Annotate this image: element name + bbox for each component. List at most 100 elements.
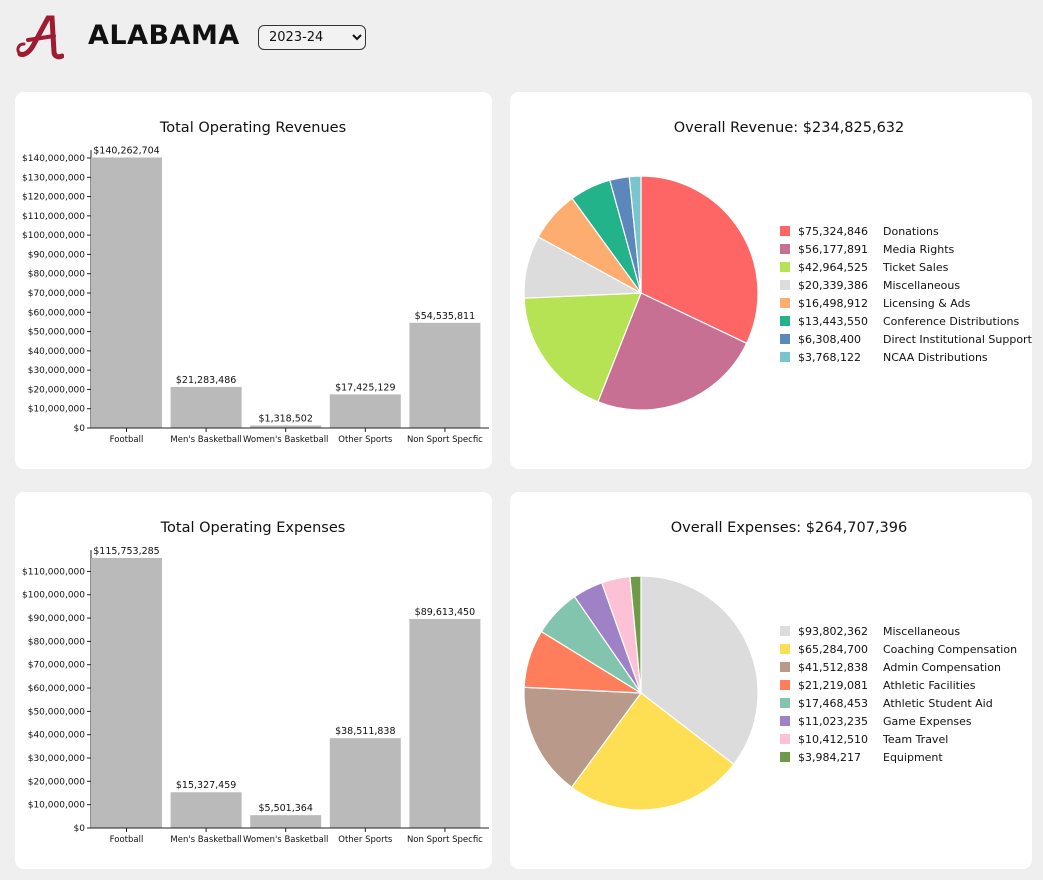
pie-slice xyxy=(629,575,642,694)
bar xyxy=(409,322,481,428)
legend-label: Conference Distributions xyxy=(883,315,1020,328)
bar xyxy=(170,792,242,828)
legend-label: Donations xyxy=(883,225,939,238)
y-tick-label: $110,000,000 xyxy=(22,567,85,577)
script-a-logo-icon xyxy=(16,15,64,60)
y-tick-label: $30,000,000 xyxy=(28,366,86,376)
school-name: ALABAMA xyxy=(88,20,240,51)
legend-label: Coaching Compensation xyxy=(883,643,1017,656)
y-tick-label: $30,000,000 xyxy=(28,754,86,764)
y-tick-label: $70,000,000 xyxy=(28,661,86,671)
y-tick-label: $80,000,000 xyxy=(28,637,86,647)
legend-value: $20,339,386 xyxy=(798,279,868,292)
bar-value-label: $15,327,459 xyxy=(176,780,236,791)
y-tick-label: $90,000,000 xyxy=(28,250,86,260)
bar-value-label: $54,535,811 xyxy=(415,311,475,322)
legend-swatch xyxy=(780,334,790,344)
x-category-label: Men's Basketball xyxy=(170,835,241,845)
legend-swatch xyxy=(780,626,790,636)
y-tick-label: $60,000,000 xyxy=(28,684,86,694)
revenue-pie-card: Overall Revenue: $234,825,632 $75,324,846… xyxy=(510,92,1032,469)
legend-label: NCAA Distributions xyxy=(883,351,988,364)
y-tick-label: $10,000,000 xyxy=(28,405,86,415)
y-tick-label: $90,000,000 xyxy=(28,614,86,624)
legend-value: $3,768,122 xyxy=(798,351,861,364)
legend-value: $17,468,453 xyxy=(798,697,868,710)
bar-value-label: $1,318,502 xyxy=(258,413,312,424)
legend-swatch xyxy=(780,644,790,654)
bar-value-label: $17,425,129 xyxy=(335,382,395,393)
y-tick-label: $0 xyxy=(74,424,86,434)
y-tick-label: $50,000,000 xyxy=(28,328,86,338)
legend-swatch xyxy=(780,244,790,254)
legend-label: Licensing & Ads xyxy=(883,297,971,310)
legend-value: $65,284,700 xyxy=(798,643,868,656)
legend-swatch xyxy=(780,734,790,744)
y-tick-label: $100,000,000 xyxy=(22,591,85,601)
legend-value: $93,802,362 xyxy=(798,625,868,638)
legend-swatch xyxy=(780,316,790,326)
legend-swatch xyxy=(780,752,790,762)
x-category-label: Women's Basketball xyxy=(243,435,328,445)
chart-title: Total Operating Revenues xyxy=(159,120,346,136)
x-category-label: Non Sport Specfic xyxy=(407,435,483,445)
y-tick-label: $40,000,000 xyxy=(28,347,86,357)
y-tick-label: $100,000,000 xyxy=(22,231,85,241)
legend-label: Miscellaneous xyxy=(883,625,960,638)
x-category-label: Football xyxy=(110,435,144,445)
legend-label: Miscellaneous xyxy=(883,279,960,292)
expense-pie-card: Overall Expenses: $264,707,396 $93,802,36… xyxy=(510,492,1032,869)
bar-value-label: $140,262,704 xyxy=(93,145,159,156)
legend-swatch xyxy=(780,280,790,290)
season-select[interactable]: 2023-24 xyxy=(258,25,366,50)
x-category-label: Other Sports xyxy=(338,835,393,845)
pie-slice xyxy=(523,292,642,403)
legend-value: $21,219,081 xyxy=(798,679,868,692)
y-tick-label: $40,000,000 xyxy=(28,731,86,741)
legend-value: $56,177,891 xyxy=(798,243,868,256)
y-tick-label: $10,000,000 xyxy=(28,801,86,811)
chart-title: Total Operating Expenses xyxy=(160,520,346,536)
y-tick-label: $50,000,000 xyxy=(28,707,86,717)
legend-value: $10,412,510 xyxy=(798,733,868,746)
chart-title: Overall Expenses: $264,707,396 xyxy=(671,520,907,536)
bar-value-label: $115,753,285 xyxy=(93,546,159,557)
pie-slice xyxy=(570,692,735,811)
y-tick-label: $120,000,000 xyxy=(22,193,85,203)
legend-swatch xyxy=(780,662,790,672)
bar xyxy=(409,618,481,828)
y-tick-label: $20,000,000 xyxy=(28,777,86,787)
chart-title: Overall Revenue: $234,825,632 xyxy=(674,120,905,136)
legend-label: Media Rights xyxy=(883,243,955,256)
legend-label: Ticket Sales xyxy=(882,261,949,274)
expense-bar-chart: Total Operating Expenses $0 $10,000,000 $20… xyxy=(22,520,489,845)
legend-value: $11,023,235 xyxy=(798,715,868,728)
bar-value-label: $21,283,486 xyxy=(176,375,236,386)
y-tick-label: $80,000,000 xyxy=(28,270,86,280)
legend-swatch xyxy=(780,716,790,726)
legend-label: Admin Compensation xyxy=(883,661,1001,674)
pie-slice xyxy=(628,175,642,294)
y-tick-label: $60,000,000 xyxy=(28,308,86,318)
revenue-bar-card: Total Operating Revenues $0 $10,000,000 $20… xyxy=(15,92,492,469)
x-category-label: Men's Basketball xyxy=(170,435,241,445)
bar xyxy=(329,738,401,828)
x-category-label: Women's Basketball xyxy=(243,835,328,845)
legend-value: $13,443,550 xyxy=(798,315,868,328)
legend-label: Team Travel xyxy=(882,733,948,746)
legend-swatch xyxy=(780,352,790,362)
bar xyxy=(91,558,162,828)
y-tick-label: $110,000,000 xyxy=(22,212,85,222)
expense-pie-chart: Overall Expenses: $264,707,396 $93,802,36… xyxy=(523,520,1017,811)
revenue-pie-chart: Overall Revenue: $234,825,632 $75,324,846… xyxy=(523,120,1032,411)
bar-value-label: $89,613,450 xyxy=(415,607,475,618)
legend-swatch xyxy=(780,698,790,708)
legend-swatch xyxy=(780,262,790,272)
bar xyxy=(170,386,242,428)
bar-value-label: $38,511,838 xyxy=(335,726,395,737)
y-tick-label: $20,000,000 xyxy=(28,385,86,395)
legend-value: $6,308,400 xyxy=(798,333,861,346)
bar-value-label: $5,501,364 xyxy=(258,803,312,814)
bar xyxy=(250,815,322,828)
expense-bar-card: Total Operating Expenses $0 $10,000,000 $20… xyxy=(15,492,492,869)
